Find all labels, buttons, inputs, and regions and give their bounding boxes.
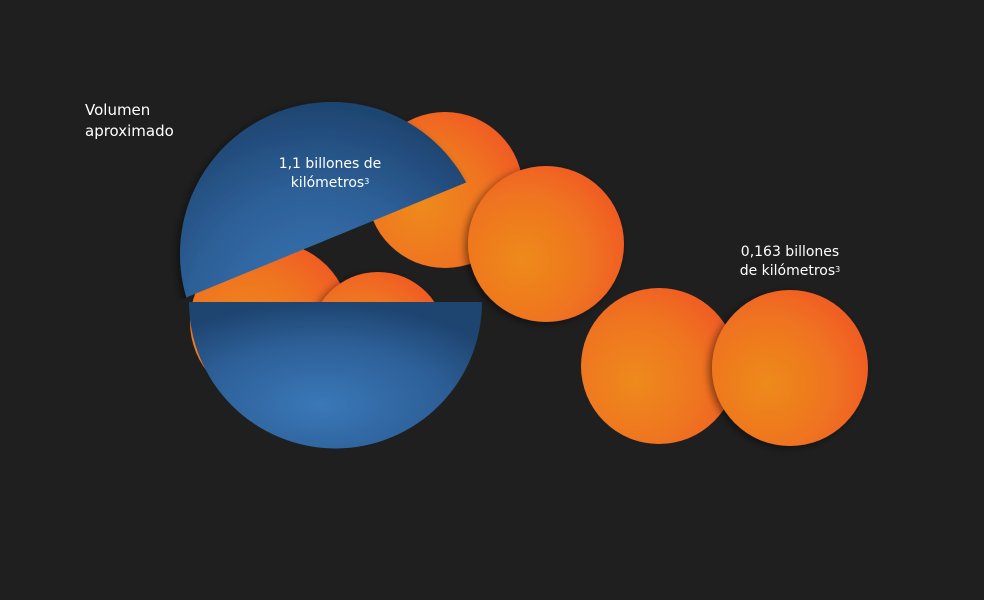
big-volume-line1: 1,1 billones de [278, 156, 382, 172]
orange-sphere-3 [581, 288, 737, 444]
big-volume-exponent: 3 [364, 177, 370, 186]
small-volume-line2: de kilómetros [739, 263, 836, 279]
blue-sphere-bottom-half [189, 302, 482, 449]
orange-sphere-2 [468, 166, 624, 322]
orange-sphere-4 [712, 290, 868, 446]
big-volume-line2: kilómetros [290, 175, 365, 191]
small-volume-label: 0,163 billones de kilómetros3 [715, 243, 865, 281]
small-volume-line1: 0,163 billones [740, 244, 840, 260]
big-volume-label: 1,1 billones de kilómetros3 [260, 155, 400, 193]
small-volume-exponent: 3 [835, 265, 841, 274]
chart-title: Volumen aproximado [85, 101, 174, 140]
